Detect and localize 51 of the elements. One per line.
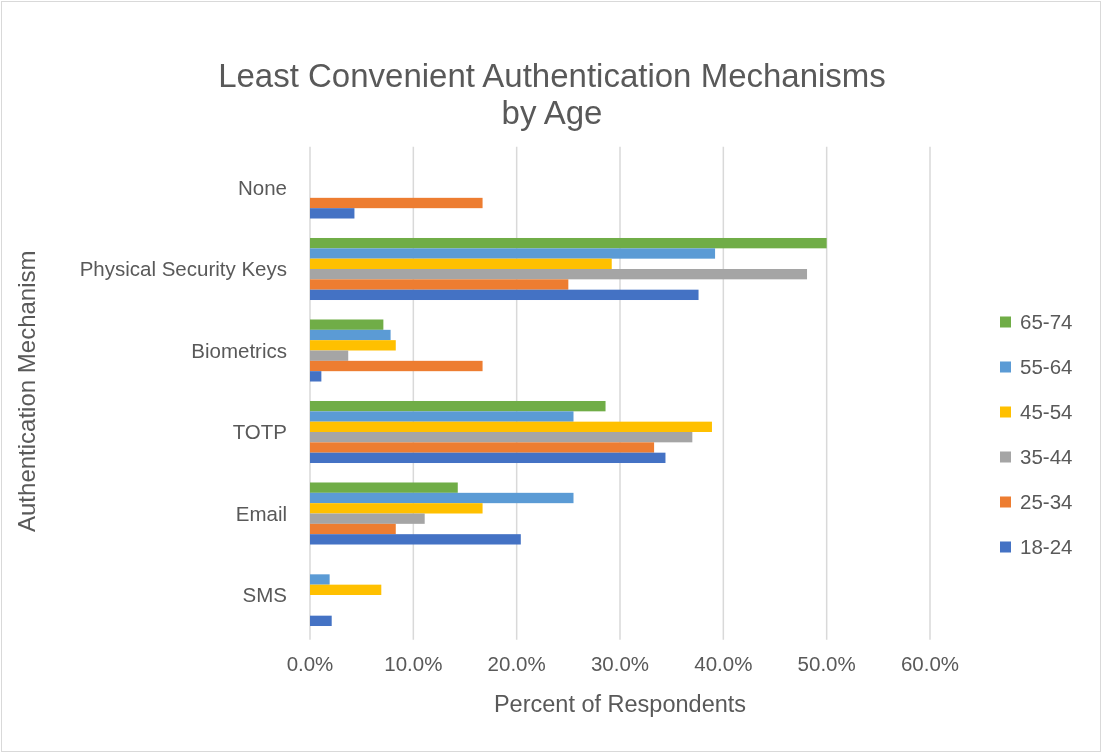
chart-title: Least Convenient Authentication Mechanisms by Age: [218, 57, 886, 131]
x-tick-label: 40.0%: [694, 652, 753, 675]
bar: [310, 503, 483, 514]
bar: [310, 534, 521, 545]
y-tick-label: None: [237, 175, 287, 199]
bar: [310, 452, 666, 464]
bar: [310, 258, 612, 269]
bar: [310, 208, 355, 219]
bar: [310, 371, 322, 382]
bar: [310, 269, 808, 280]
legend-label: 55-64: [1020, 355, 1073, 379]
bar: [310, 442, 655, 453]
bar: [310, 350, 349, 361]
bar: [310, 411, 574, 422]
legend-label: 45-54: [1020, 400, 1073, 424]
y-tick-label: Email: [235, 501, 287, 525]
legend-label: 25-34: [1020, 490, 1073, 514]
x-tick-label: 30.0%: [590, 652, 650, 675]
y-axis-title: Authentication Mechanism: [13, 250, 40, 532]
y-tick-label: Physical Security Keys: [79, 257, 287, 281]
bar: [310, 421, 712, 432]
bar: [310, 523, 396, 535]
bar: [310, 237, 827, 249]
x-tick-label: 50.0%: [797, 652, 856, 675]
bar: [310, 513, 425, 524]
bar: [310, 482, 458, 493]
legend-label: 18-24: [1020, 535, 1073, 559]
legend-label: 65-74: [1020, 310, 1073, 334]
bar: [310, 340, 396, 351]
bar: [310, 400, 606, 412]
bar: [310, 279, 569, 290]
bar: [310, 492, 574, 504]
y-tick-label: Biometrics: [191, 338, 287, 362]
x-tick-label: 60.0%: [900, 652, 960, 675]
y-tick-label: TOTP: [232, 420, 287, 444]
bar: [310, 329, 391, 341]
bar: [310, 289, 699, 301]
x-axis-title: Percent of Respondents: [493, 691, 747, 717]
bar: [310, 319, 384, 330]
bar: [310, 574, 330, 585]
x-tick-label: 0.0%: [286, 652, 334, 675]
x-tick-label: 10.0%: [384, 652, 443, 675]
y-tick-label: SMS: [242, 583, 287, 607]
bar: [310, 584, 382, 595]
bar: [310, 615, 332, 627]
bar: [310, 197, 483, 209]
legend-label: 35-44: [1020, 445, 1073, 469]
x-tick-label: 20.0%: [487, 652, 546, 675]
bar: [310, 432, 693, 443]
bar: [310, 360, 483, 372]
bar: [310, 248, 716, 259]
